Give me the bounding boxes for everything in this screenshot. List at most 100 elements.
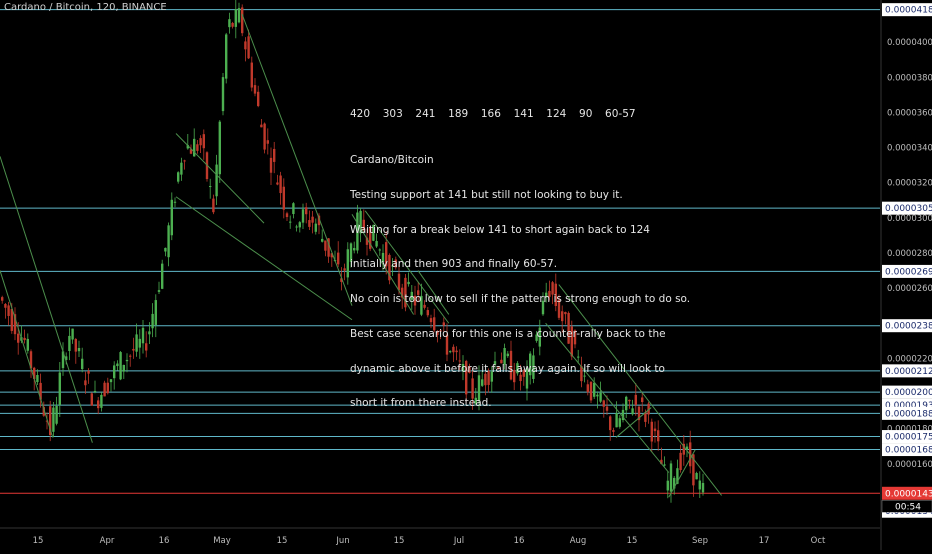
candle-body [164,247,167,252]
candle-body [449,351,452,353]
candle-body [183,160,186,162]
candle-body [519,374,522,382]
trend-line [351,214,415,315]
candle-body [45,420,49,422]
candle-body [644,412,647,422]
candle-body [381,252,385,262]
analysis-note: 420 303 241 189 166 141 124 90 60-57 Car… [350,86,690,433]
candle-body [356,212,359,251]
candle-body [58,372,61,406]
x-tick-label: 17 [759,536,770,546]
candle-body [641,397,644,403]
candle-body [599,392,602,402]
candle-body [554,283,557,306]
level-label-box [882,3,932,17]
candle-body [621,409,625,421]
candle-body [324,240,327,251]
candle-body [228,19,231,28]
candle-body [567,312,570,344]
candle-body [289,221,292,223]
level-label: 0.00002386 [885,322,932,332]
candle-body [100,394,103,408]
candle-body [81,358,84,370]
candle-body [237,8,241,23]
candle-body [10,309,13,331]
candle-body [375,240,378,247]
candle-body [55,405,58,424]
current-price-label-box [882,486,932,500]
trend-line [175,196,353,321]
candle-body [452,346,455,353]
candle-body [493,361,497,365]
candle-body [148,331,151,335]
candle-body [177,172,180,182]
candle-body [660,459,663,465]
candle-body [391,265,394,267]
level-label: 0.00001934 [885,401,932,411]
x-tick-label: May [213,536,231,546]
candle-body [161,263,164,289]
candle-body [282,186,285,210]
note-line: initially and then 903 and finally 60-57… [350,258,558,271]
candle-body [545,292,548,298]
candle-body [71,328,74,340]
candle-body [129,355,132,357]
x-tick-label: Aug [570,536,587,546]
x-tick-label: Apr [100,536,115,546]
candle-body [189,149,193,154]
candle-body [93,390,97,392]
trend-line [364,210,450,324]
candle-body [84,380,87,386]
candle-body [65,356,68,360]
x-tick-label: 16 [159,536,170,546]
candle-body [68,335,71,352]
candle-body [442,322,445,326]
candle-body [429,318,433,323]
candle-body [298,222,301,228]
candle-body [596,394,599,397]
candle-body [653,428,657,432]
x-tick-label: Jun [335,536,349,546]
level-label-box [882,264,932,278]
candle-body [116,363,119,367]
candle-body [285,213,289,218]
candle-body [564,312,567,315]
candle-body [433,317,436,331]
candle-body [580,366,583,382]
trend-line [0,156,93,443]
candle-body [263,123,266,150]
level-label-box [882,430,932,444]
candle-body [529,353,532,376]
candle-body [465,361,468,395]
candle-body [417,290,420,295]
countdown-label: 00:54 [895,502,921,512]
candle-body [145,343,148,351]
candle-body [343,268,346,271]
candle-body [481,379,484,386]
candle-body [509,350,513,380]
candle-body [215,164,218,197]
level-label-box [882,406,932,420]
candle-body [685,446,689,450]
candle-body [193,138,196,157]
candle-body [167,225,170,258]
candle-body [631,408,634,415]
candle-body [365,237,369,245]
candle-body [413,295,417,306]
candle-body [538,327,541,347]
candle-body [151,313,154,329]
x-tick-label: 15 [394,536,405,546]
x-tick-label: Oct [811,536,826,546]
candle-body [321,238,324,242]
candle-body [244,41,247,50]
candle-body [593,382,596,397]
candle-body [301,209,305,223]
candle-body [423,304,426,308]
candle-body [477,375,481,401]
candle-body [221,77,225,112]
candle-body [673,477,676,489]
